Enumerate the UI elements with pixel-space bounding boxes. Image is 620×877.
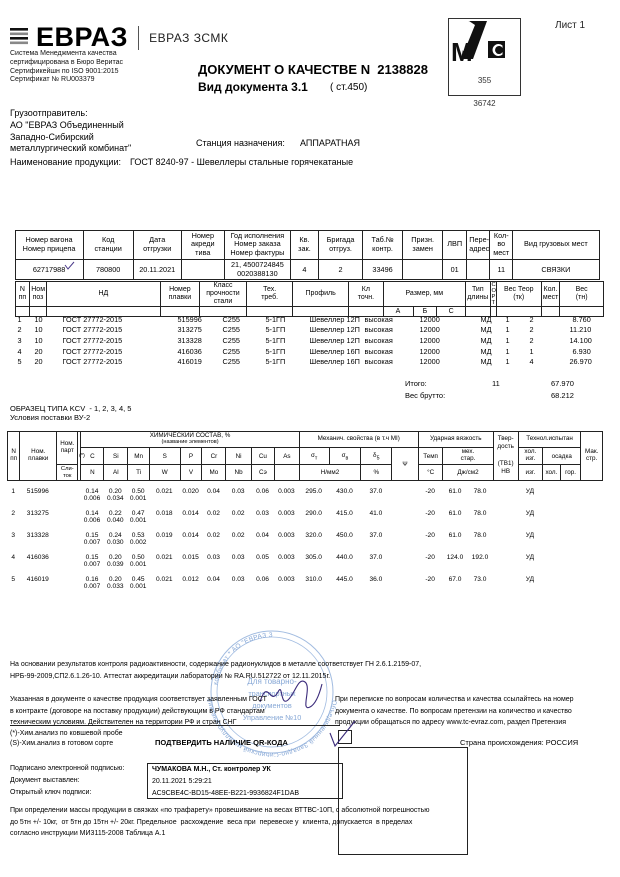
svg-text:M: M [451, 37, 472, 67]
